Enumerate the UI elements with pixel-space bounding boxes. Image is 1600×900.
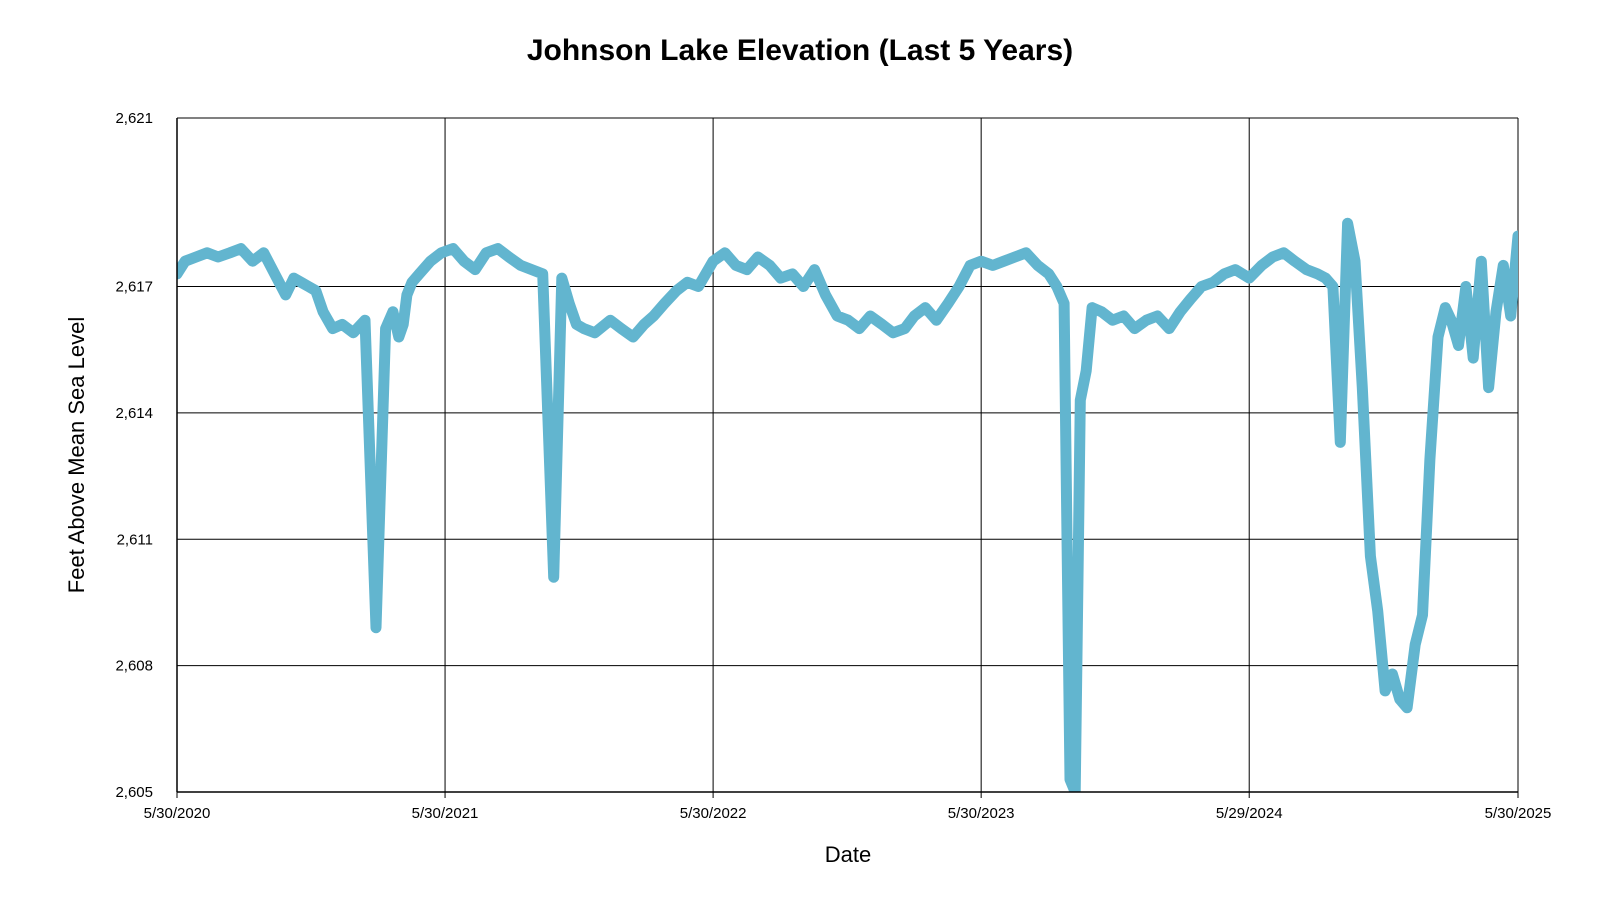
y-tick-label: 2,608	[115, 658, 153, 675]
y-tick-label: 2,617	[115, 279, 153, 296]
x-tick-labels: 5/30/2020 5/30/2021 5/30/2022 5/30/2023 5/29…	[144, 805, 1552, 822]
elevation-series-line	[177, 217, 1518, 792]
x-tick-label: 5/29/2024	[1216, 805, 1283, 822]
x-tick-label: 5/30/2025	[1485, 805, 1552, 822]
y-tick-label: 2,605	[115, 784, 153, 801]
x-tick-label: 5/30/2021	[412, 805, 479, 822]
y-tick-label: 2,621	[115, 110, 153, 127]
y-tick-label: 2,611	[117, 531, 153, 548]
y-tick-labels: 2,605 2,608 2,611 2,614 2,617 2,621	[115, 110, 153, 801]
x-axis-title: Date	[825, 842, 871, 867]
y-axis-title: Feet Above Mean Sea Level	[64, 317, 89, 593]
x-tick-label: 5/30/2022	[680, 805, 747, 822]
axes	[176, 118, 1518, 793]
x-tick-label: 5/30/2023	[948, 805, 1015, 822]
y-tick-label: 2,614	[115, 405, 153, 422]
chart-title: Johnson Lake Elevation (Last 5 Years)	[527, 34, 1073, 67]
x-tick-label: 5/30/2020	[144, 805, 211, 822]
series-layer	[177, 217, 1518, 792]
